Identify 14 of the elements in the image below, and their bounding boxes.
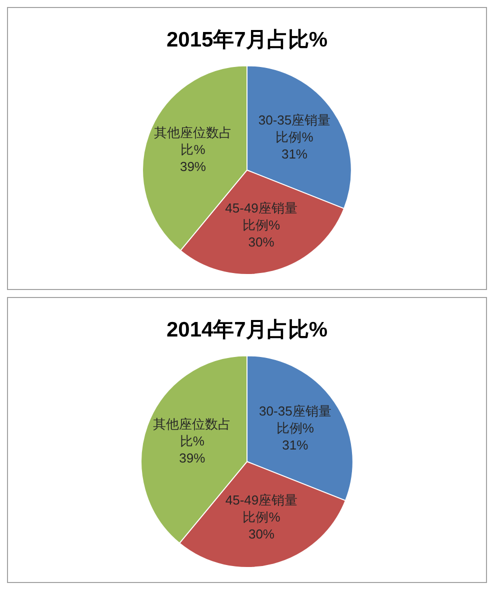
data-label: 39%	[179, 450, 206, 466]
slice-label: 30-35座销量比例%	[258, 112, 331, 144]
chart-title: 2015年7月占比%	[166, 28, 328, 52]
slice-label: 45-49座销量比例%	[225, 200, 298, 232]
chart-title: 2014年7月占比%	[166, 318, 328, 342]
slice-label: 其他座位数占比%	[153, 416, 232, 448]
slice-label: 45-49座销量比例%	[225, 492, 298, 525]
data-label: 31%	[281, 146, 308, 162]
slice-label: 30-35座销量比例%	[259, 403, 332, 436]
slice-label: 其他座位数占比%	[154, 125, 232, 158]
data-label: 39%	[180, 159, 206, 174]
data-label: 30%	[248, 526, 275, 542]
data-label: 30%	[248, 234, 275, 250]
data-label: 31%	[282, 437, 309, 452]
